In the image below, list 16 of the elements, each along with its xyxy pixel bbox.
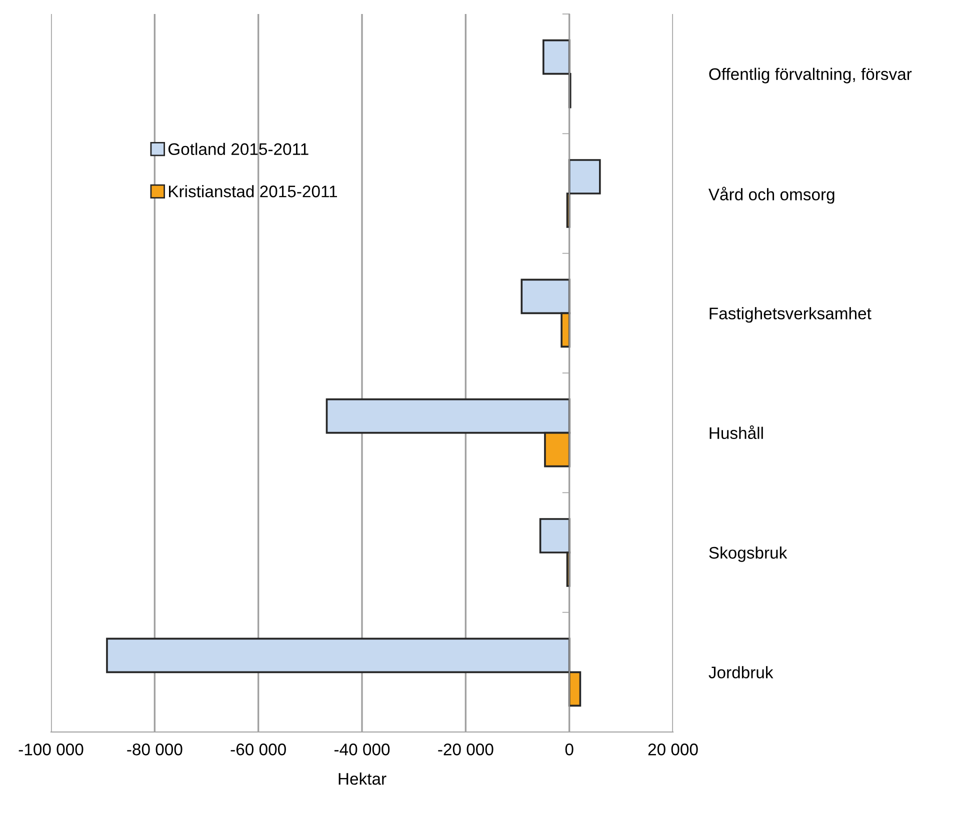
legend-label: Kristianstad 2015-2011 [169, 185, 337, 198]
y-tick-label: Hushåll [710, 425, 763, 440]
x-tick-label: -100 000 [18, 744, 84, 756]
y-tick-label: Offentlig förvaltning, försvar [709, 68, 912, 84]
y-tick-label: Fastighetsverksamhet [710, 307, 872, 323]
x-tick-label: -60 000 [230, 744, 286, 756]
y-tick-label: Skogsbruk [709, 546, 788, 562]
y-tick-label: Vård och omsorg [708, 186, 834, 204]
x-tick-label: -20 000 [438, 744, 494, 756]
legend-label: Gotland 2015-2011 [168, 142, 308, 156]
y-tick-label: Jordbruk [708, 666, 774, 678]
x-axis-title: Hektar [338, 772, 386, 785]
x-tick-label: 0 [565, 744, 574, 756]
x-tick-label: -40 000 [334, 744, 390, 756]
x-tick-label: 20 000 [648, 744, 698, 756]
x-tick-label: -80 000 [127, 744, 182, 756]
